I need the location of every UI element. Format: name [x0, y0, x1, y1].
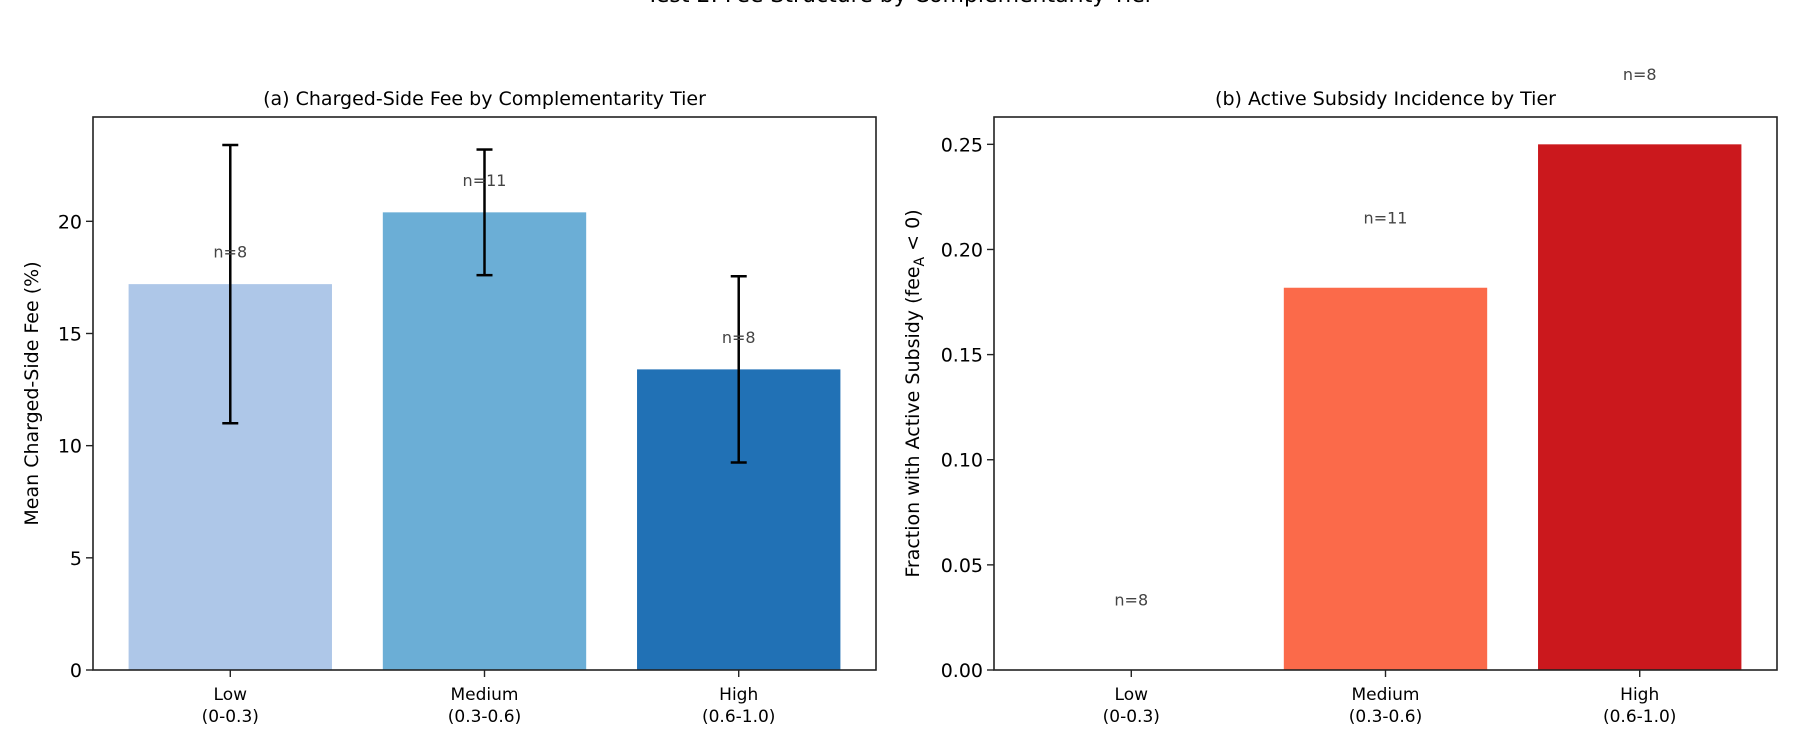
- x-tick-label-2: High (0.6-1.0): [702, 685, 775, 727]
- y-axis-label-ylabel-sub: A: [912, 256, 928, 266]
- panel-b: n=8 n=11 n=8 0.00 0.05 0.10 0.15 0.20 0.25 Low (0-…: [902, 65, 1778, 727]
- y-tick-label-0: 0: [70, 660, 82, 682]
- y-tick-label-1: 0.05: [941, 555, 983, 577]
- bar-1: [382, 212, 587, 670]
- panel-a: n=8 n=11 n=8 0 5 10 15 20 Low (0-0.3) Medium (0.3-0…: [21, 88, 877, 727]
- x-tick-label-line: Medium: [451, 685, 519, 705]
- x-tick-label-line: Low: [214, 685, 248, 705]
- bar-1: [1283, 287, 1488, 670]
- y-tick-label-3: 15: [58, 323, 82, 345]
- x-tick-label-line: (0.6-1.0): [1603, 707, 1676, 727]
- figure-suptitle: Test 2: Fee Structure by Complementarity…: [645, 0, 1155, 8]
- n-label-1: n=11: [1364, 208, 1408, 227]
- y-tick-label-4: 0.20: [941, 239, 983, 261]
- y-tick-label-1: 5: [70, 548, 82, 570]
- x-tick-label-line: (0-0.3): [202, 707, 259, 727]
- y-axis-label: Mean Charged-Side Fee (%): [21, 261, 43, 525]
- x-tick-label-0: Low (0-0.3): [1103, 685, 1160, 727]
- x-tick-label-1: Medium (0.3-0.6): [1349, 685, 1422, 727]
- x-tick-label-2: High (0.6-1.0): [1603, 685, 1676, 727]
- y-axis-label-ylabel: Mean Charged-Side Fee (%): [21, 261, 43, 525]
- axes-title: (b) Active Subsidy Incidence by Tier: [1215, 88, 1556, 110]
- y-tick-label-4: 20: [58, 211, 82, 233]
- n-label-2: n=8: [1623, 65, 1657, 84]
- x-tick-label-line: Medium: [1352, 685, 1420, 705]
- x-tick-label-line: (0-0.3): [1103, 707, 1160, 727]
- y-axis-label-ylabel: Fraction with Active Subsidy (fee: [902, 266, 924, 577]
- axes-title: (a) Charged-Side Fee by Complementarity …: [263, 88, 706, 110]
- x-tick-label-line: (0.6-1.0): [702, 707, 775, 727]
- n-label-0: n=8: [1114, 591, 1148, 610]
- y-tick-label-2: 10: [58, 436, 82, 458]
- y-tick-label-0: 0.00: [941, 660, 983, 682]
- n-label-0: n=8: [213, 243, 247, 262]
- y-axis-label: Fraction with Active Subsidy (feeA < 0): [902, 209, 928, 577]
- y-tick-label-5: 0.25: [941, 134, 983, 156]
- n-label-2: n=8: [722, 328, 756, 347]
- x-tick-label-0: Low (0-0.3): [202, 685, 259, 727]
- x-tick-label-line: (0.3-0.6): [448, 707, 521, 727]
- x-tick-label-line: High: [719, 685, 758, 705]
- n-label-1: n=11: [463, 171, 507, 190]
- y-tick-label-2: 0.10: [941, 450, 983, 472]
- x-tick-label-line: Low: [1115, 685, 1149, 705]
- x-tick-label-1: Medium (0.3-0.6): [448, 685, 521, 727]
- bar-2: [1538, 144, 1742, 670]
- x-tick-label-line: High: [1620, 685, 1659, 705]
- y-tick-label-3: 0.15: [941, 345, 983, 367]
- y-axis-label-ylabel-tail: < 0): [902, 209, 924, 257]
- x-tick-label-line: (0.3-0.6): [1349, 707, 1422, 727]
